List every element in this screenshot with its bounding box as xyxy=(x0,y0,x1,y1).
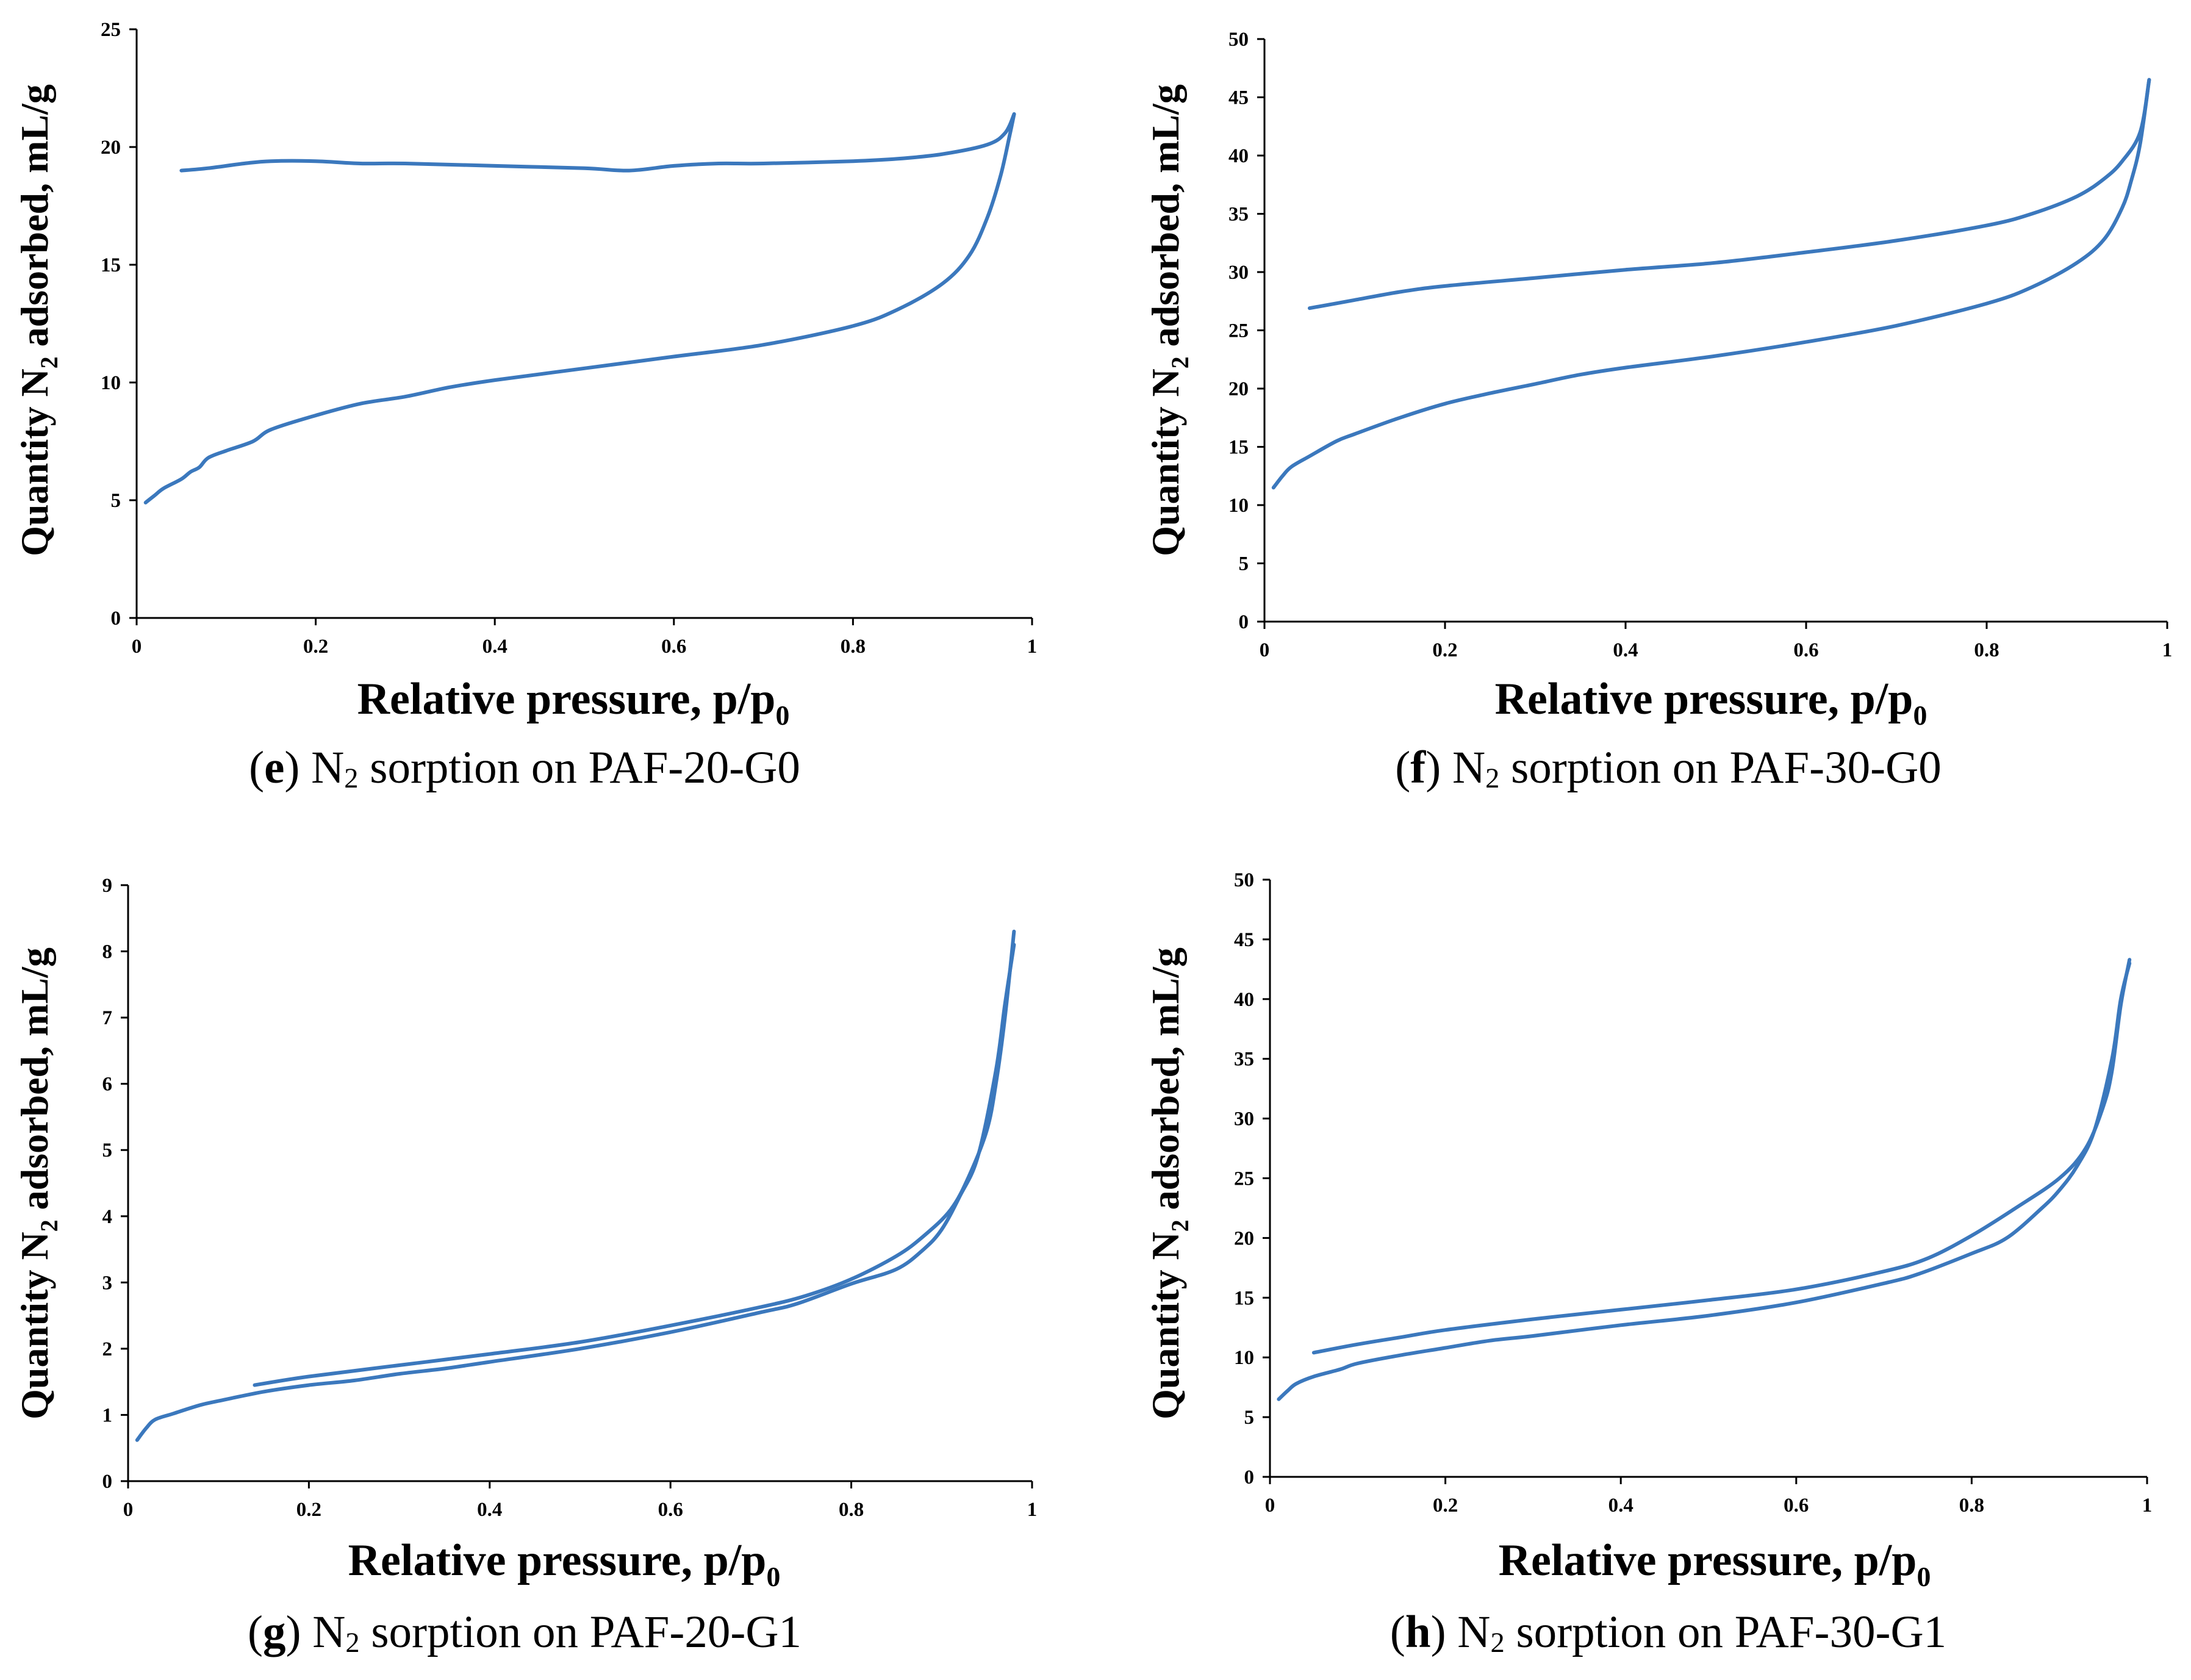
y-tick-label: 0 xyxy=(1244,1466,1255,1488)
y-tick-label: 0 xyxy=(111,608,121,630)
y-tick-label: 35 xyxy=(1234,1049,1254,1071)
x-tick-label: 0.4 xyxy=(1613,639,1638,661)
y-tick-label: 25 xyxy=(101,19,121,41)
y-tick-label: 25 xyxy=(1234,1168,1254,1190)
y-tick-label: 50 xyxy=(1234,869,1254,891)
series-line-desorption xyxy=(179,112,1016,173)
x-tick-label: 0.6 xyxy=(658,1499,683,1521)
x-tick-label: 0.4 xyxy=(1608,1495,1633,1517)
y-tick-label: 15 xyxy=(1228,437,1249,459)
y-tick-label: 1 xyxy=(102,1404,113,1426)
x-tick-label: 1 xyxy=(2162,639,2173,661)
y-tick-label: 0 xyxy=(102,1471,113,1493)
x-tick-label: 0.8 xyxy=(841,636,866,658)
series-line-desorption xyxy=(1308,77,2151,311)
y-tick-label: 45 xyxy=(1228,87,1249,109)
x-tick-label: 0.6 xyxy=(1784,1495,1809,1517)
y-axis-title: Quantity N2 adsorbed, mL/g xyxy=(1144,947,1194,1420)
y-tick-label: 50 xyxy=(1228,29,1249,51)
x-tick-label: 1 xyxy=(2142,1495,2153,1517)
y-tick-label: 4 xyxy=(102,1206,113,1228)
x-axis-title: Relative pressure, p/p0 xyxy=(348,1535,781,1592)
x-tick-label: 1 xyxy=(1027,636,1038,658)
x-axis-title: Relative pressure, p/p0 xyxy=(1499,1535,1931,1592)
y-tick-label: 5 xyxy=(111,490,121,512)
y-tick-label: 45 xyxy=(1234,929,1254,951)
y-tick-label: 0 xyxy=(1239,611,1249,633)
panel-caption: (f) N2 sorption on PAF-30-G0 xyxy=(1395,742,1942,794)
x-tick-label: 0.2 xyxy=(296,1499,321,1521)
y-axis-title: Quantity N2 adsorbed, mL/g xyxy=(13,84,63,556)
x-tick-label: 0 xyxy=(123,1499,134,1521)
panel-caption: (h) N2 sorption on PAF-30-G1 xyxy=(1390,1607,1946,1659)
y-tick-label: 6 xyxy=(102,1074,113,1096)
y-tick-label: 8 xyxy=(102,941,113,963)
chart-panel-f: 0 5 10 15 20 25 30 35 40 45 50 0 0.2 0.4 0.6 0.8 1 Relati… xyxy=(1144,29,2172,794)
panel-caption: (e) N2 sorption on PAF-20-G0 xyxy=(249,742,800,794)
y-tick-label: 5 xyxy=(1239,553,1249,575)
series-line-adsorption xyxy=(1277,961,2132,1401)
y-tick-label: 20 xyxy=(101,137,121,159)
x-tick-label: 0 xyxy=(1265,1495,1275,1517)
y-tick-label: 10 xyxy=(1234,1347,1254,1369)
x-tick-label: 0.2 xyxy=(1433,1495,1458,1517)
y-tick-label: 5 xyxy=(102,1140,113,1161)
x-axis-title: Relative pressure, p/p0 xyxy=(1495,674,1927,731)
y-tick-label: 3 xyxy=(102,1272,113,1294)
x-tick-label: 0.4 xyxy=(482,636,507,658)
y-tick-label: 10 xyxy=(1228,495,1249,517)
y-tick-label: 7 xyxy=(102,1007,113,1029)
x-tick-label: 1 xyxy=(1027,1499,1038,1521)
series-line-adsorption xyxy=(143,112,1016,504)
y-tick-label: 30 xyxy=(1234,1108,1254,1130)
chart-panel-h: 0 5 10 15 20 25 30 35 40 45 50 0 0.2 0.4 0.6 0.8 1 Relati… xyxy=(1144,869,2152,1659)
x-tick-label: 0.8 xyxy=(839,1499,864,1521)
x-tick-label: 0.4 xyxy=(477,1499,502,1521)
y-tick-label: 35 xyxy=(1228,204,1249,226)
x-tick-label: 0.2 xyxy=(303,636,328,658)
x-tick-label: 0.2 xyxy=(1432,639,1457,661)
series-line-desorption xyxy=(1311,958,2132,1355)
x-tick-label: 0.6 xyxy=(1793,639,1818,661)
y-tick-label: 15 xyxy=(1234,1287,1254,1309)
y-tick-label: 20 xyxy=(1228,378,1249,400)
panel-caption: (g) N2 sorption on PAF-20-G1 xyxy=(248,1607,801,1659)
x-tick-label: 0 xyxy=(1260,639,1270,661)
series-line-desorption xyxy=(253,930,1016,1387)
x-tick-label: 0.8 xyxy=(1959,1495,1984,1517)
y-tick-label: 30 xyxy=(1228,262,1249,284)
x-tick-label: 0.6 xyxy=(661,636,686,658)
series-line-adsorption xyxy=(1271,77,2151,490)
y-tick-label: 40 xyxy=(1234,989,1254,1011)
series-line-adsorption xyxy=(135,942,1016,1442)
chart-panel-e: 0 5 10 15 20 25 0 0.2 0.4 0.6 0.8 1 Relative pressur… xyxy=(13,19,1037,794)
y-axis-title: Quantity N2 adsorbed, mL/g xyxy=(1144,84,1194,556)
y-tick-label: 2 xyxy=(102,1338,113,1360)
y-tick-label: 25 xyxy=(1228,320,1249,342)
x-axis-title: Relative pressure, p/p0 xyxy=(357,674,790,731)
chart-panel-g: 0 1 2 3 4 5 6 7 8 9 0 0.2 0.4 0.6 0.8 1 Relative pressur… xyxy=(13,875,1037,1659)
y-tick-label: 20 xyxy=(1234,1227,1254,1249)
x-tick-label: 0.8 xyxy=(1974,639,1999,661)
y-tick-label: 5 xyxy=(1244,1407,1255,1429)
y-tick-label: 15 xyxy=(101,254,121,276)
y-axis-title: Quantity N2 adsorbed, mL/g xyxy=(13,947,63,1420)
y-tick-label: 9 xyxy=(102,875,113,897)
y-tick-label: 40 xyxy=(1228,145,1249,167)
x-tick-label: 0 xyxy=(132,636,142,658)
y-tick-label: 10 xyxy=(101,372,121,394)
